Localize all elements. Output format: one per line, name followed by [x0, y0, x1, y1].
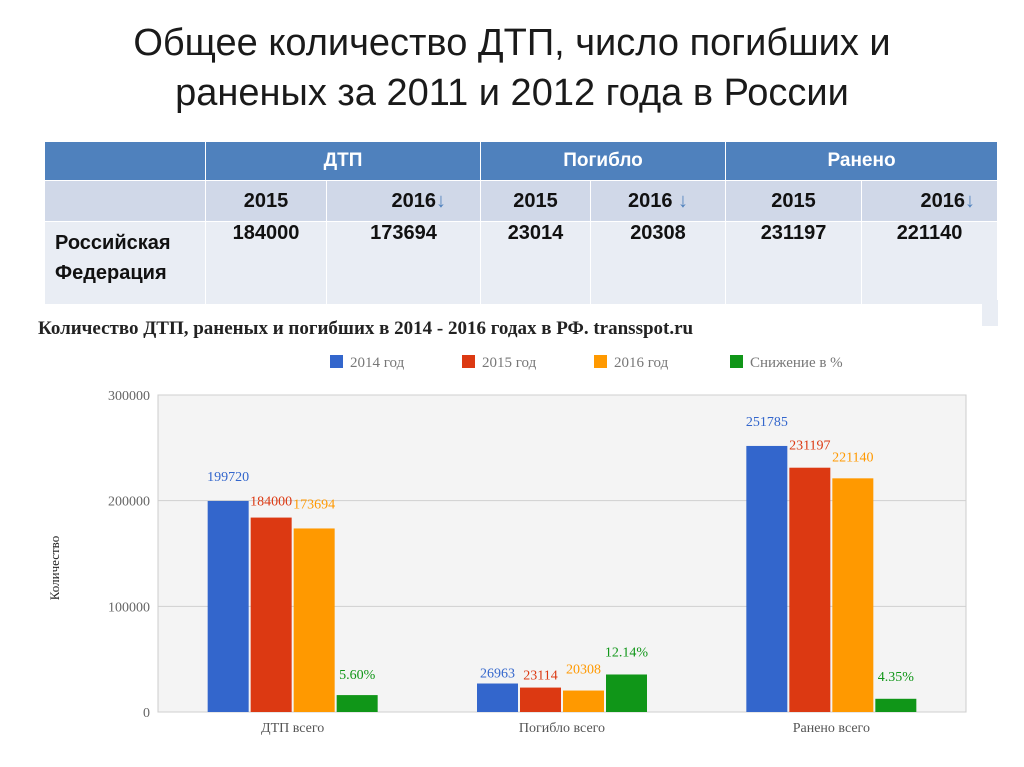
bar	[250, 517, 292, 712]
row-label-line1: Российская	[55, 232, 171, 254]
down-arrow-icon: ↓	[965, 189, 976, 212]
bar-value-label: 231197	[789, 439, 830, 454]
chart-title: Количество ДТП, раненых и погибших в 201…	[38, 318, 694, 339]
table-year-cell: 2015	[205, 180, 327, 222]
bar-value-label: 5.60%	[339, 668, 376, 683]
bar	[832, 478, 874, 712]
bar	[520, 687, 561, 712]
table-cell: 184000	[205, 221, 327, 305]
y-tick-label: 0	[143, 706, 150, 721]
down-arrow-icon: ↓	[678, 189, 689, 212]
x-category-label: Погибло всего	[519, 721, 605, 736]
table-group-header: ДТП	[205, 141, 481, 181]
bar-value-label: 184000	[250, 495, 292, 510]
legend-label: 2014 год	[350, 355, 405, 371]
bar-value-label: 173694	[293, 497, 335, 512]
bar	[746, 445, 788, 712]
bar-value-label: 23114	[523, 669, 557, 684]
table-cell: 23014	[480, 221, 591, 305]
legend-label: Снижение в %	[750, 355, 843, 371]
table-empty-cell	[44, 180, 206, 222]
y-tick-label: 100000	[108, 600, 150, 615]
table-group-header: Ранено	[725, 141, 999, 181]
bar	[789, 467, 831, 712]
bar-value-label: 20308	[566, 663, 601, 678]
bar-value-label: 251785	[746, 415, 788, 430]
x-category-label: Ранено всего	[793, 721, 870, 736]
slide-title-line2: раненых за 2011 и 2012 года в России	[175, 72, 849, 114]
table-year-row: 2015 2016↓ 2015 2016 ↓ 2015 2016↓	[44, 180, 999, 222]
bar-value-label: 12.14%	[605, 645, 649, 660]
legend-swatch	[462, 355, 475, 368]
y-tick-label: 300000	[108, 389, 150, 404]
slide-title: Общее количество ДТП, число погибших и р…	[0, 18, 1024, 118]
table-year-cell: 2016↓	[861, 180, 999, 222]
table-cell: 20308	[589, 221, 727, 305]
x-category-label: ДТП всего	[261, 721, 324, 736]
table-year-cell: 2015	[725, 180, 863, 222]
y-axis: 0 100000 200000 300000	[108, 389, 150, 721]
down-arrow-icon: ↓	[436, 189, 446, 212]
table-row-label: Российская Федерация	[44, 221, 206, 305]
bar	[477, 683, 518, 712]
table-corner-cell	[44, 141, 206, 181]
bar	[563, 690, 604, 712]
x-axis: ДТП всего Погибло всего Ранено всего	[261, 721, 870, 736]
year-label: 2016	[627, 189, 673, 212]
slide-title-line1: Общее количество ДТП, число погибших и	[133, 22, 891, 64]
table-group-header: Погибло	[479, 141, 727, 181]
stats-table: ДТП Погибло Ранено 2015 2016↓ 2015 2016 …	[44, 141, 999, 305]
bar	[606, 674, 647, 712]
bar	[207, 500, 249, 712]
year-label: 2015	[771, 189, 816, 212]
legend-swatch	[594, 355, 607, 368]
bar-value-label: 4.35%	[878, 670, 915, 685]
bar	[875, 698, 917, 712]
year-label: 2016	[920, 189, 966, 212]
table-edge-strip	[982, 300, 998, 326]
year-label: 2015	[243, 189, 289, 212]
legend-label: 2015 год	[482, 355, 537, 371]
table-cell: 231197	[725, 221, 863, 305]
table-year-cell: 2016↓	[326, 180, 481, 222]
bar-value-label: 26963	[480, 667, 515, 682]
row-label-line2: Федерация	[55, 262, 167, 284]
bar-value-label: 199720	[207, 470, 249, 485]
legend-swatch	[330, 355, 343, 368]
legend-label: 2016 год	[614, 355, 669, 371]
plot-area	[157, 394, 967, 713]
legend-swatch	[730, 355, 743, 368]
table-cell: 173694	[326, 221, 481, 305]
bar-chart: Количество ДТП, раненых и погибших в 201…	[38, 318, 967, 736]
y-tick-label: 200000	[108, 495, 150, 510]
year-label: 2016	[391, 189, 437, 212]
chart-legend: 2014 год 2015 год 2016 год Снижение в %	[330, 355, 843, 371]
table-header-row: ДТП Погибло Ранено	[44, 141, 999, 181]
chart-grid	[157, 394, 967, 713]
table-year-cell: 2015	[480, 180, 591, 222]
bar	[293, 528, 335, 712]
bar-value-label: 221140	[832, 450, 873, 465]
table-cell: 221140	[861, 221, 999, 305]
table-row: Российская Федерация 184000 173694 23014 …	[44, 221, 999, 305]
year-label: 2015	[513, 189, 558, 212]
y-axis-title: Количество	[47, 536, 62, 600]
table-year-cell: 2016 ↓	[589, 180, 727, 222]
bar	[336, 695, 378, 712]
